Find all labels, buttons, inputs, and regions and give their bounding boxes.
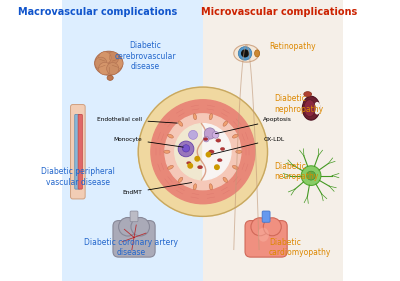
FancyBboxPatch shape: [245, 221, 287, 257]
Text: Monocyte: Monocyte: [114, 137, 183, 147]
Ellipse shape: [164, 150, 170, 153]
Ellipse shape: [302, 96, 320, 120]
Circle shape: [188, 130, 198, 139]
FancyBboxPatch shape: [130, 211, 138, 222]
Circle shape: [98, 52, 111, 64]
FancyBboxPatch shape: [70, 105, 85, 199]
Circle shape: [206, 152, 211, 157]
Ellipse shape: [168, 166, 173, 169]
Ellipse shape: [168, 134, 173, 138]
FancyBboxPatch shape: [113, 221, 155, 257]
FancyBboxPatch shape: [203, 0, 343, 281]
Ellipse shape: [234, 45, 259, 62]
Ellipse shape: [178, 121, 183, 126]
Ellipse shape: [220, 147, 225, 151]
FancyBboxPatch shape: [78, 114, 82, 189]
Ellipse shape: [314, 102, 321, 115]
Ellipse shape: [223, 177, 228, 182]
FancyBboxPatch shape: [262, 211, 270, 222]
Wedge shape: [203, 124, 231, 180]
Ellipse shape: [209, 184, 212, 190]
FancyBboxPatch shape: [62, 0, 203, 281]
Ellipse shape: [209, 114, 212, 120]
Circle shape: [95, 57, 107, 69]
Text: OX-LDL: OX-LDL: [211, 137, 284, 155]
Ellipse shape: [232, 134, 238, 138]
Circle shape: [306, 171, 316, 180]
Circle shape: [107, 62, 119, 75]
Circle shape: [107, 52, 119, 64]
Text: Retinopathy: Retinopathy: [269, 42, 316, 51]
Circle shape: [188, 164, 192, 168]
Ellipse shape: [217, 158, 222, 162]
Ellipse shape: [198, 166, 203, 169]
Circle shape: [110, 57, 123, 70]
Text: Microvascular complications: Microvascular complications: [201, 7, 357, 17]
Text: Diabetic
neuropathy: Diabetic neuropathy: [274, 162, 319, 181]
FancyBboxPatch shape: [75, 114, 80, 189]
Ellipse shape: [304, 92, 312, 97]
Text: Macrovascular complications: Macrovascular complications: [18, 7, 177, 17]
Circle shape: [215, 165, 219, 169]
Circle shape: [212, 132, 219, 138]
Circle shape: [138, 87, 268, 216]
Text: EndMT: EndMT: [123, 183, 192, 195]
Circle shape: [178, 141, 194, 157]
Ellipse shape: [216, 139, 221, 142]
Wedge shape: [175, 124, 203, 180]
Text: Diabetic coronary artery
disease: Diabetic coronary artery disease: [84, 237, 178, 257]
Ellipse shape: [178, 177, 183, 182]
Ellipse shape: [204, 138, 208, 140]
Text: Apoptosis: Apoptosis: [216, 117, 292, 134]
Circle shape: [98, 62, 111, 75]
Circle shape: [131, 217, 150, 236]
Text: Endothelial cell: Endothelial cell: [98, 117, 177, 123]
Ellipse shape: [232, 166, 238, 169]
Ellipse shape: [254, 50, 260, 57]
Circle shape: [204, 128, 216, 139]
Ellipse shape: [193, 184, 196, 190]
Ellipse shape: [304, 100, 315, 117]
Ellipse shape: [223, 121, 228, 126]
Circle shape: [238, 47, 252, 60]
Circle shape: [118, 217, 137, 236]
Ellipse shape: [258, 228, 269, 242]
Circle shape: [195, 157, 200, 161]
Circle shape: [204, 136, 209, 142]
Circle shape: [151, 100, 255, 204]
Circle shape: [242, 50, 248, 57]
Text: Diabetic peripheral
vascular disease: Diabetic peripheral vascular disease: [41, 167, 115, 187]
Circle shape: [182, 145, 190, 152]
Circle shape: [263, 218, 281, 236]
Ellipse shape: [186, 162, 191, 164]
Circle shape: [301, 166, 321, 185]
Ellipse shape: [208, 150, 214, 153]
Text: Diabetic
cerebrovascular
disease: Diabetic cerebrovascular disease: [114, 41, 176, 71]
Circle shape: [251, 218, 269, 236]
Ellipse shape: [236, 150, 242, 153]
Text: Diabetic
cardiomyopathy: Diabetic cardiomyopathy: [269, 237, 331, 257]
Circle shape: [165, 114, 241, 190]
Text: Diabetic
nephropathy: Diabetic nephropathy: [274, 94, 324, 114]
Ellipse shape: [193, 114, 196, 120]
Ellipse shape: [95, 51, 123, 75]
Ellipse shape: [107, 75, 113, 80]
